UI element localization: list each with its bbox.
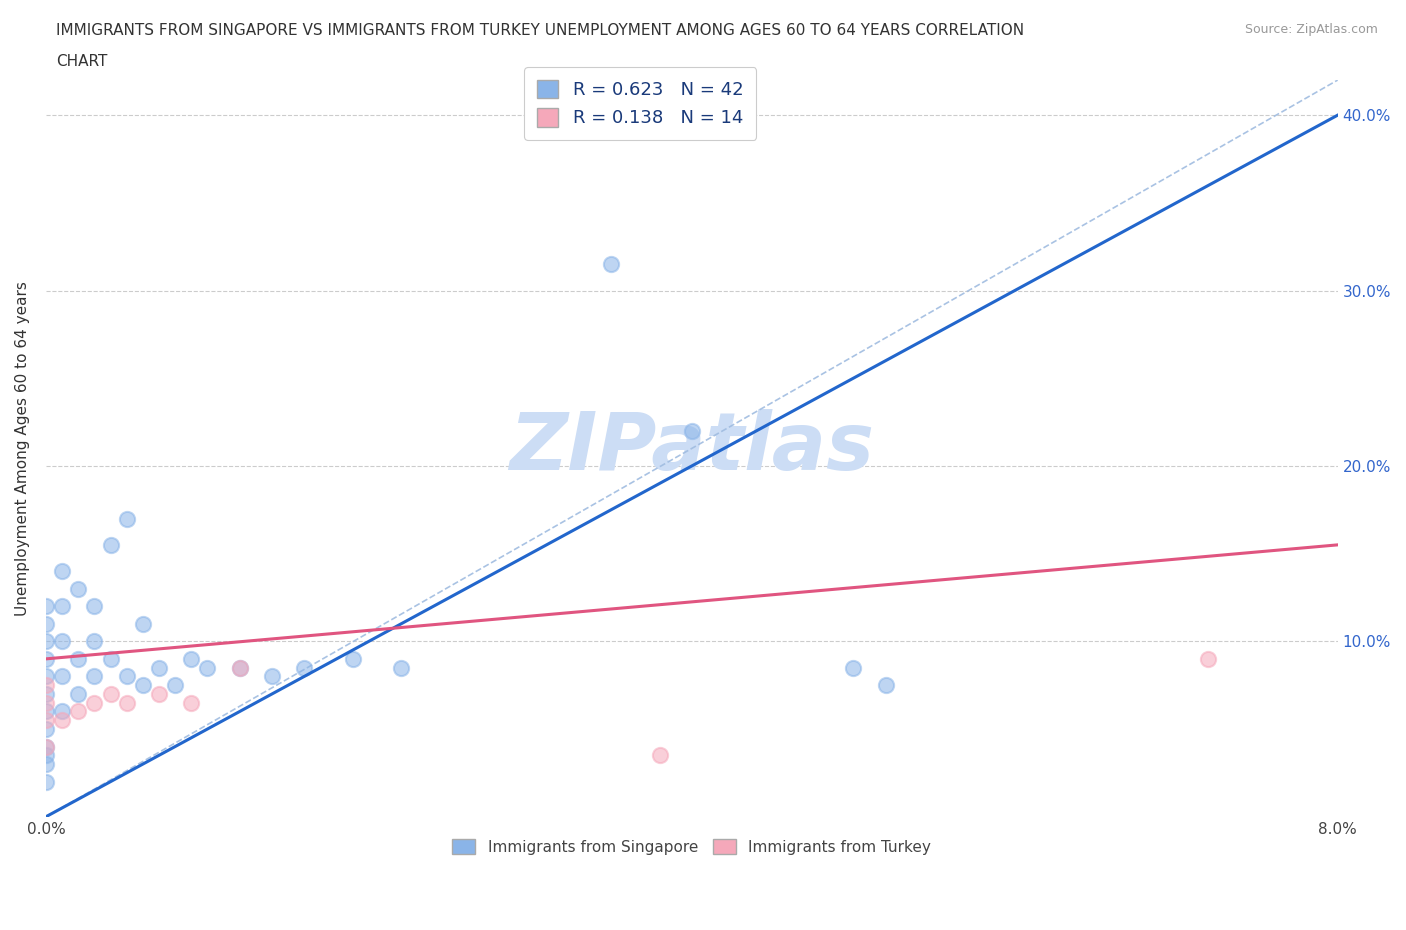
Point [35, 712, 58, 727]
Legend: Immigrants from Singapore, Immigrants from Turkey: Immigrants from Singapore, Immigrants fr… [446, 832, 938, 860]
Point [35, 634, 58, 649]
Text: Source: ZipAtlas.com: Source: ZipAtlas.com [1244, 23, 1378, 36]
Point [67, 651, 90, 666]
Point [35, 739, 58, 754]
Point [35, 774, 58, 789]
Point [389, 660, 412, 675]
Point [228, 660, 250, 675]
Point [51, 564, 73, 578]
Text: CHART: CHART [56, 54, 108, 69]
Point [35, 757, 58, 772]
Point [115, 512, 138, 526]
Point [132, 617, 155, 631]
Point [35, 696, 58, 711]
Point [260, 669, 283, 684]
Point [83, 696, 105, 711]
Point [83, 599, 105, 614]
Point [51, 704, 73, 719]
Point [35, 739, 58, 754]
Point [148, 686, 170, 701]
Point [67, 686, 90, 701]
Point [165, 678, 187, 693]
Point [600, 257, 623, 272]
Point [51, 712, 73, 727]
Point [115, 696, 138, 711]
Point [180, 651, 202, 666]
Point [83, 634, 105, 649]
Point [197, 660, 219, 675]
Point [51, 634, 73, 649]
Point [132, 678, 155, 693]
Point [1198, 651, 1220, 666]
Point [342, 651, 364, 666]
Point [35, 722, 58, 737]
Point [51, 599, 73, 614]
Point [148, 660, 170, 675]
Point [35, 651, 58, 666]
Point [292, 660, 315, 675]
Point [100, 686, 122, 701]
Point [681, 423, 703, 438]
Point [875, 678, 897, 693]
Point [100, 538, 122, 552]
Point [35, 704, 58, 719]
Text: IMMIGRANTS FROM SINGAPORE VS IMMIGRANTS FROM TURKEY UNEMPLOYMENT AMONG AGES 60 T: IMMIGRANTS FROM SINGAPORE VS IMMIGRANTS … [56, 23, 1025, 38]
Point [51, 669, 73, 684]
Point [35, 686, 58, 701]
Point [67, 581, 90, 596]
Point [115, 669, 138, 684]
Y-axis label: Unemployment Among Ages 60 to 64 years: Unemployment Among Ages 60 to 64 years [15, 281, 30, 616]
Point [228, 660, 250, 675]
Point [83, 669, 105, 684]
Text: ZIPatlas: ZIPatlas [509, 409, 875, 487]
Point [35, 617, 58, 631]
Point [35, 669, 58, 684]
Point [35, 748, 58, 763]
Point [648, 748, 671, 763]
Point [842, 660, 865, 675]
Point [100, 651, 122, 666]
Point [67, 704, 90, 719]
Point [180, 696, 202, 711]
Point [35, 599, 58, 614]
Point [35, 678, 58, 693]
